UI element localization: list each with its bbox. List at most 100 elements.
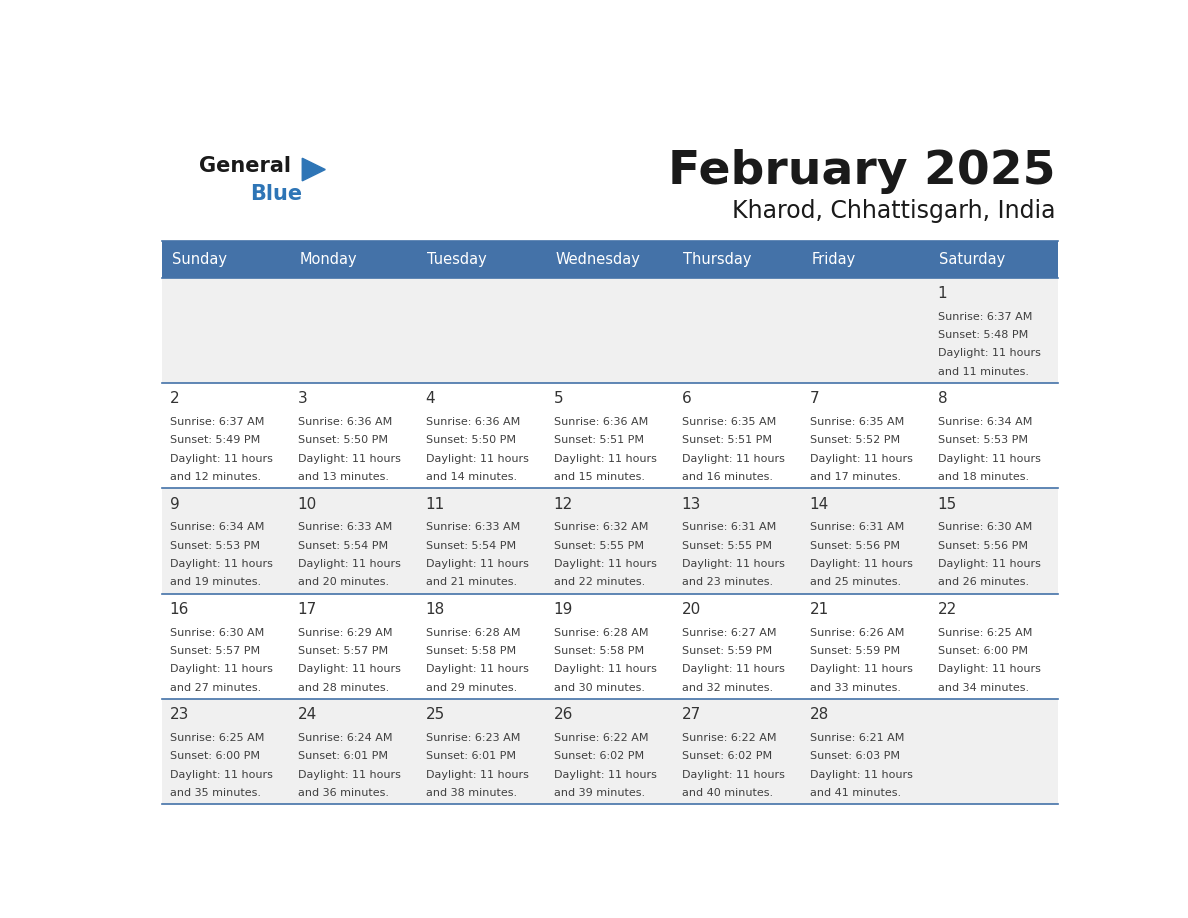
Text: and 28 minutes.: and 28 minutes.: [298, 683, 388, 693]
Text: 11: 11: [425, 497, 444, 512]
Text: Daylight: 11 hours: Daylight: 11 hours: [554, 769, 657, 779]
Text: Sunrise: 6:30 AM: Sunrise: 6:30 AM: [937, 522, 1032, 532]
Text: Sunset: 5:54 PM: Sunset: 5:54 PM: [425, 541, 516, 551]
Text: Daylight: 11 hours: Daylight: 11 hours: [425, 559, 529, 569]
Bar: [675, 241, 802, 277]
Text: Sunrise: 6:36 AM: Sunrise: 6:36 AM: [425, 417, 520, 427]
Text: Sunset: 5:57 PM: Sunset: 5:57 PM: [298, 646, 387, 656]
Text: and 34 minutes.: and 34 minutes.: [937, 683, 1029, 693]
Text: Daylight: 11 hours: Daylight: 11 hours: [809, 665, 912, 675]
Text: Blue: Blue: [249, 185, 302, 205]
Text: Sunset: 6:01 PM: Sunset: 6:01 PM: [425, 751, 516, 761]
Text: Sunset: 6:02 PM: Sunset: 6:02 PM: [554, 751, 644, 761]
Text: Sunset: 5:53 PM: Sunset: 5:53 PM: [170, 541, 260, 551]
Text: Daylight: 11 hours: Daylight: 11 hours: [170, 453, 272, 464]
Polygon shape: [302, 158, 326, 181]
Text: and 38 minutes.: and 38 minutes.: [425, 788, 517, 798]
Text: and 20 minutes.: and 20 minutes.: [298, 577, 388, 588]
Text: Sunset: 5:51 PM: Sunset: 5:51 PM: [554, 435, 644, 445]
Text: Sunrise: 6:28 AM: Sunrise: 6:28 AM: [554, 628, 649, 638]
Bar: [290, 241, 418, 277]
Text: 14: 14: [809, 497, 829, 512]
Text: Sunset: 5:52 PM: Sunset: 5:52 PM: [809, 435, 899, 445]
Text: 20: 20: [682, 602, 701, 617]
Text: Sunrise: 6:23 AM: Sunrise: 6:23 AM: [425, 733, 520, 743]
Text: February 2025: February 2025: [668, 149, 1055, 194]
Text: Sunset: 6:00 PM: Sunset: 6:00 PM: [937, 646, 1028, 656]
Text: Daylight: 11 hours: Daylight: 11 hours: [554, 665, 657, 675]
Text: 16: 16: [170, 602, 189, 617]
Text: Daylight: 11 hours: Daylight: 11 hours: [937, 559, 1041, 569]
Text: Daylight: 11 hours: Daylight: 11 hours: [298, 769, 400, 779]
Text: Sunrise: 6:37 AM: Sunrise: 6:37 AM: [937, 311, 1032, 321]
Text: Tuesday: Tuesday: [428, 252, 487, 267]
Text: Sunset: 6:02 PM: Sunset: 6:02 PM: [682, 751, 772, 761]
Text: Sunset: 5:50 PM: Sunset: 5:50 PM: [298, 435, 387, 445]
Text: Sunset: 5:48 PM: Sunset: 5:48 PM: [937, 330, 1028, 340]
Text: 3: 3: [298, 391, 308, 407]
Text: 6: 6: [682, 391, 691, 407]
Text: Daylight: 11 hours: Daylight: 11 hours: [682, 559, 784, 569]
Text: 7: 7: [809, 391, 820, 407]
Text: and 12 minutes.: and 12 minutes.: [170, 472, 261, 482]
Text: 25: 25: [425, 708, 444, 722]
Bar: [930, 241, 1059, 277]
Bar: [163, 699, 1059, 804]
Text: and 36 minutes.: and 36 minutes.: [298, 788, 388, 798]
Text: 23: 23: [170, 708, 189, 722]
Text: Sunset: 6:03 PM: Sunset: 6:03 PM: [809, 751, 899, 761]
Text: Sunrise: 6:29 AM: Sunrise: 6:29 AM: [298, 628, 392, 638]
Text: Sunset: 5:55 PM: Sunset: 5:55 PM: [682, 541, 771, 551]
Text: and 18 minutes.: and 18 minutes.: [937, 472, 1029, 482]
Text: Sunrise: 6:33 AM: Sunrise: 6:33 AM: [425, 522, 520, 532]
Text: Thursday: Thursday: [683, 252, 752, 267]
Text: and 15 minutes.: and 15 minutes.: [554, 472, 645, 482]
Text: Sunset: 5:50 PM: Sunset: 5:50 PM: [425, 435, 516, 445]
Text: and 33 minutes.: and 33 minutes.: [809, 683, 901, 693]
Text: Daylight: 11 hours: Daylight: 11 hours: [554, 453, 657, 464]
Text: Daylight: 11 hours: Daylight: 11 hours: [554, 559, 657, 569]
Text: Sunrise: 6:36 AM: Sunrise: 6:36 AM: [298, 417, 392, 427]
Text: Wednesday: Wednesday: [556, 252, 640, 267]
Text: Daylight: 11 hours: Daylight: 11 hours: [809, 769, 912, 779]
Text: and 25 minutes.: and 25 minutes.: [809, 577, 901, 588]
Text: and 14 minutes.: and 14 minutes.: [425, 472, 517, 482]
Text: 4: 4: [425, 391, 435, 407]
Text: and 17 minutes.: and 17 minutes.: [809, 472, 901, 482]
Text: Sunrise: 6:24 AM: Sunrise: 6:24 AM: [298, 733, 392, 743]
Text: Daylight: 11 hours: Daylight: 11 hours: [937, 348, 1041, 358]
Text: Sunrise: 6:36 AM: Sunrise: 6:36 AM: [554, 417, 647, 427]
Text: 26: 26: [554, 708, 573, 722]
Text: and 29 minutes.: and 29 minutes.: [425, 683, 517, 693]
Text: 17: 17: [298, 602, 317, 617]
Text: 21: 21: [809, 602, 829, 617]
Text: 15: 15: [937, 497, 956, 512]
Text: Daylight: 11 hours: Daylight: 11 hours: [682, 665, 784, 675]
Text: Daylight: 11 hours: Daylight: 11 hours: [170, 769, 272, 779]
Text: 1: 1: [937, 286, 947, 301]
Text: Sunrise: 6:35 AM: Sunrise: 6:35 AM: [809, 417, 904, 427]
Text: 27: 27: [682, 708, 701, 722]
Bar: [802, 241, 930, 277]
Text: Sunset: 6:00 PM: Sunset: 6:00 PM: [170, 751, 260, 761]
Text: Daylight: 11 hours: Daylight: 11 hours: [425, 769, 529, 779]
Text: Sunrise: 6:30 AM: Sunrise: 6:30 AM: [170, 628, 264, 638]
Text: and 40 minutes.: and 40 minutes.: [682, 788, 772, 798]
Text: Sunrise: 6:21 AM: Sunrise: 6:21 AM: [809, 733, 904, 743]
Text: and 26 minutes.: and 26 minutes.: [937, 577, 1029, 588]
Text: Daylight: 11 hours: Daylight: 11 hours: [682, 769, 784, 779]
Text: 24: 24: [298, 708, 317, 722]
Text: 22: 22: [937, 602, 956, 617]
Text: Sunrise: 6:31 AM: Sunrise: 6:31 AM: [682, 522, 776, 532]
Text: Daylight: 11 hours: Daylight: 11 hours: [298, 665, 400, 675]
Text: Daylight: 11 hours: Daylight: 11 hours: [937, 453, 1041, 464]
Bar: [163, 241, 290, 277]
Text: 28: 28: [809, 708, 829, 722]
Bar: [163, 277, 1059, 383]
Bar: [163, 488, 1059, 594]
Text: Daylight: 11 hours: Daylight: 11 hours: [809, 559, 912, 569]
Bar: [546, 241, 675, 277]
Text: and 11 minutes.: and 11 minutes.: [937, 367, 1029, 376]
Text: Daylight: 11 hours: Daylight: 11 hours: [298, 559, 400, 569]
Text: Sunday: Sunday: [171, 252, 227, 267]
